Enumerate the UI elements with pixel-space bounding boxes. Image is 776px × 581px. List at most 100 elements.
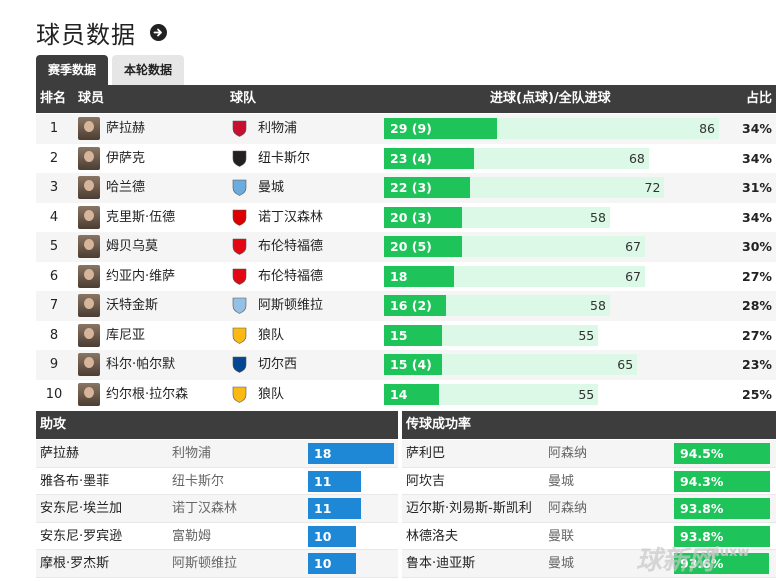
goal-share: 34% bbox=[742, 209, 772, 225]
team-name[interactable]: 纽卡斯尔 bbox=[172, 473, 225, 489]
team-name[interactable]: 布伦特福德 bbox=[258, 239, 324, 254]
goal-share: 30% bbox=[742, 239, 772, 254]
team-name[interactable]: 纽卡斯尔 bbox=[258, 150, 311, 166]
team-name[interactable]: 诺丁汉森林 bbox=[172, 501, 238, 516]
team-name[interactable]: 狼队 bbox=[258, 327, 285, 343]
team-goals-value: 58 bbox=[590, 209, 606, 225]
list-item[interactable]: 阿坎吉 曼城 94.3% bbox=[402, 467, 776, 495]
player-name[interactable]: 雅各布·墨菲 bbox=[40, 473, 110, 489]
team-name[interactable]: 阿斯顿维拉 bbox=[172, 556, 238, 571]
value-bar: 10 bbox=[308, 525, 356, 547]
tab-round-stats[interactable]: 本轮数据 bbox=[112, 55, 185, 85]
player-name[interactable]: 约尔根·拉尔森 bbox=[106, 386, 189, 402]
rank-cell: 8 bbox=[49, 327, 59, 343]
team-name[interactable]: 曼城 bbox=[258, 180, 285, 195]
list-item[interactable]: 萨拉赫 利物浦 18 bbox=[36, 440, 398, 468]
header-goals: 进球(点球)/全队进球 bbox=[490, 91, 611, 106]
table-row[interactable]: 4 克里斯·伍德 诺丁汉森林 20 (3) 58 34% bbox=[36, 202, 776, 232]
player-avatar bbox=[78, 353, 100, 376]
team-name[interactable]: 曼城 bbox=[548, 556, 575, 571]
rank-cell: 10 bbox=[45, 386, 63, 402]
player-name[interactable]: 鲁本·迪亚斯 bbox=[406, 556, 476, 571]
player-name[interactable]: 姆贝乌莫 bbox=[106, 239, 159, 254]
tab-season-stats[interactable]: 赛季数据 bbox=[36, 55, 109, 85]
nottingham-forest-crest-icon bbox=[230, 208, 249, 227]
player-name[interactable]: 伊萨克 bbox=[106, 150, 146, 166]
table-row[interactable]: 9 科尔·帕尔默 切尔西 15 (4) 65 23% bbox=[36, 350, 776, 380]
player-name[interactable]: 沃特金斯 bbox=[106, 298, 159, 313]
man-city-crest-icon bbox=[230, 178, 249, 197]
player-goals-bar: 18 bbox=[384, 265, 455, 287]
team-name[interactable]: 布伦特福德 bbox=[258, 268, 324, 284]
list-item[interactable]: 雅各布·墨菲 纽卡斯尔 11 bbox=[36, 467, 398, 495]
arrow-right-icon[interactable] bbox=[150, 23, 167, 41]
player-name[interactable]: 阿坎吉 bbox=[406, 473, 446, 489]
scorers-table-body: 1 萨拉赫 利物浦 29 (9) 86 34% 2 伊萨克 纽卡斯尔 23 (4) 68 34% 3 哈兰… bbox=[36, 114, 776, 409]
table-row[interactable]: 1 萨拉赫 利物浦 29 (9) 86 34% bbox=[36, 114, 776, 144]
player-name[interactable]: 摩根·罗杰斯 bbox=[40, 556, 110, 571]
player-goals-bar: 22 (3) bbox=[384, 177, 470, 198]
player-name[interactable]: 萨拉赫 bbox=[106, 121, 146, 136]
table-row[interactable]: 5 姆贝乌莫 布伦特福德 20 (5) 67 30% bbox=[36, 232, 776, 262]
goal-share: 27% bbox=[742, 327, 772, 343]
team-name[interactable]: 阿斯顿维拉 bbox=[258, 298, 324, 313]
player-goals-bar: 20 (5) bbox=[384, 236, 462, 257]
team-name[interactable]: 曼城 bbox=[548, 473, 575, 489]
player-avatar bbox=[78, 264, 100, 288]
player-name[interactable]: 迈尔斯·刘易斯-斯凯利 bbox=[406, 501, 532, 516]
team-goals-value: 55 bbox=[578, 327, 595, 343]
team-name[interactable]: 利物浦 bbox=[258, 121, 298, 136]
team-name[interactable]: 切尔西 bbox=[258, 357, 298, 372]
player-name[interactable]: 萨利巴 bbox=[406, 446, 446, 461]
header-rank: 排名 bbox=[40, 91, 67, 106]
brentford-crest-icon bbox=[230, 267, 249, 286]
value-bar: 10 bbox=[308, 553, 356, 574]
rank-cell: 6 bbox=[49, 268, 59, 284]
team-name[interactable]: 利物浦 bbox=[172, 446, 212, 461]
rank-cell: 4 bbox=[49, 209, 59, 225]
table-row[interactable]: 8 库尼亚 狼队 15 55 27% bbox=[36, 320, 776, 350]
team-name[interactable]: 狼队 bbox=[258, 386, 285, 402]
team-name[interactable]: 诺丁汉森林 bbox=[258, 209, 324, 225]
table-row[interactable]: 2 伊萨克 纽卡斯尔 23 (4) 68 34% bbox=[36, 143, 776, 173]
team-name[interactable]: 阿森纳 bbox=[548, 501, 588, 516]
player-name[interactable]: 安东尼·罗宾逊 bbox=[40, 528, 123, 544]
player-goals-bar: 20 (3) bbox=[384, 206, 462, 228]
table-row[interactable]: 3 哈兰德 曼城 22 (3) 72 31% bbox=[36, 173, 776, 203]
list-item[interactable]: 林德洛夫 曼联 93.8% bbox=[402, 522, 776, 550]
team-name[interactable]: 阿森纳 bbox=[548, 446, 588, 461]
player-name[interactable]: 克里斯·伍德 bbox=[106, 209, 176, 225]
player-name[interactable]: 库尼亚 bbox=[106, 327, 146, 343]
table-row[interactable]: 7 沃特金斯 阿斯顿维拉 16 (2) 58 28% bbox=[36, 291, 776, 321]
list-item[interactable]: 安东尼·埃兰加 诺丁汉森林 11 bbox=[36, 495, 398, 523]
aston-villa-crest-icon bbox=[230, 296, 249, 315]
player-goals-bar: 15 (4) bbox=[384, 354, 443, 375]
list-item[interactable]: 安东尼·罗宾逊 富勒姆 10 bbox=[36, 522, 398, 550]
player-avatar bbox=[78, 176, 100, 199]
page-title-row: 球员数据 bbox=[36, 14, 167, 50]
assists-header: 助攻 bbox=[36, 411, 398, 439]
chelsea-crest-icon bbox=[230, 355, 249, 374]
list-item[interactable]: 鲁本·迪亚斯 曼城 93.6% bbox=[402, 550, 776, 578]
value-bar: 18 bbox=[308, 443, 394, 464]
team-name[interactable]: 曼联 bbox=[548, 528, 575, 544]
table-row[interactable]: 6 约亚内·维萨 布伦特福德 18 67 27% bbox=[36, 261, 776, 291]
team-name[interactable]: 富勒姆 bbox=[172, 528, 212, 544]
rank-cell: 9 bbox=[49, 357, 59, 372]
player-name[interactable]: 安东尼·埃兰加 bbox=[40, 501, 123, 516]
list-item[interactable]: 摩根·罗杰斯 阿斯顿维拉 10 bbox=[36, 550, 398, 578]
scorers-table-header: 排名 球员 球队 进球(点球)/全队进球 占比 bbox=[36, 85, 776, 113]
player-name[interactable]: 约亚内·维萨 bbox=[106, 268, 176, 284]
wolves-crest-icon bbox=[230, 326, 249, 345]
player-name[interactable]: 萨拉赫 bbox=[40, 446, 80, 461]
assists-table-body: 萨拉赫 利物浦 18 雅各布·墨菲 纽卡斯尔 11 安东尼·埃兰加 诺丁汉森林 11 安东尼·罗宾… bbox=[36, 440, 398, 578]
list-item[interactable]: 迈尔斯·刘易斯-斯凯利 阿森纳 93.8% bbox=[402, 495, 776, 523]
player-name[interactable]: 科尔·帕尔默 bbox=[106, 357, 176, 372]
rank-cell: 3 bbox=[49, 180, 59, 195]
player-name[interactable]: 哈兰德 bbox=[106, 180, 146, 195]
player-avatar bbox=[78, 146, 100, 170]
header-pct: 占比 bbox=[746, 91, 773, 106]
table-row[interactable]: 10 约尔根·拉尔森 狼队 14 55 25% bbox=[36, 379, 776, 409]
list-item[interactable]: 萨利巴 阿森纳 94.5% bbox=[402, 440, 776, 468]
player-name[interactable]: 林德洛夫 bbox=[406, 528, 459, 544]
